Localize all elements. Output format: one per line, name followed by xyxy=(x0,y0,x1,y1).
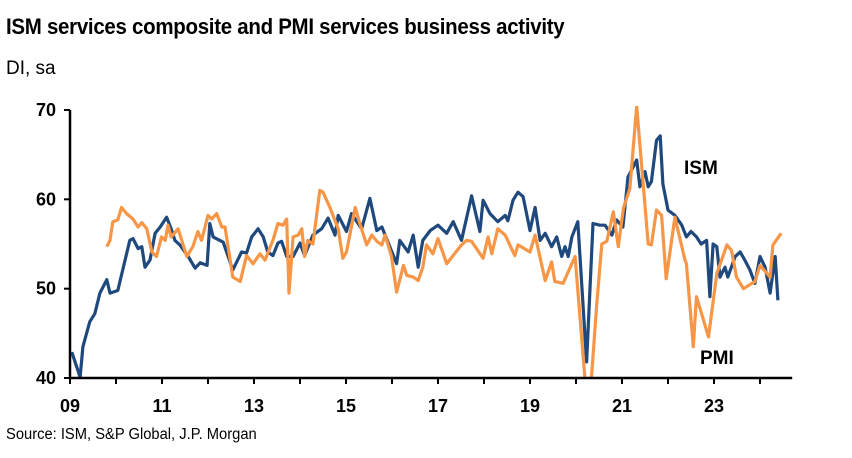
x-tick-label: 13 xyxy=(244,396,264,416)
y-tick-label: 60 xyxy=(36,189,56,209)
x-tick-label: 15 xyxy=(336,396,356,416)
y-tick-label: 70 xyxy=(36,100,56,120)
y-tick-label: 40 xyxy=(36,368,56,388)
chart-subtitle: DI, sa xyxy=(6,58,56,79)
x-tick-label: 17 xyxy=(428,396,448,416)
x-tick-label: 09 xyxy=(60,396,80,416)
x-tick-label: 11 xyxy=(152,396,171,416)
source-note: Source: ISM, S&P Global, J.P. Morgan xyxy=(6,426,257,443)
series-label-ism: ISM xyxy=(684,158,718,179)
series-line-pmi xyxy=(105,106,783,378)
x-tick-label: 19 xyxy=(520,396,540,416)
y-tick-label: 50 xyxy=(36,279,56,299)
series-label-pmi: PMI xyxy=(700,348,734,369)
chart-title: ISM services composite and PMI services … xyxy=(6,14,565,39)
x-tick-label: 21 xyxy=(612,396,632,416)
x-tick-label: 23 xyxy=(704,396,724,416)
